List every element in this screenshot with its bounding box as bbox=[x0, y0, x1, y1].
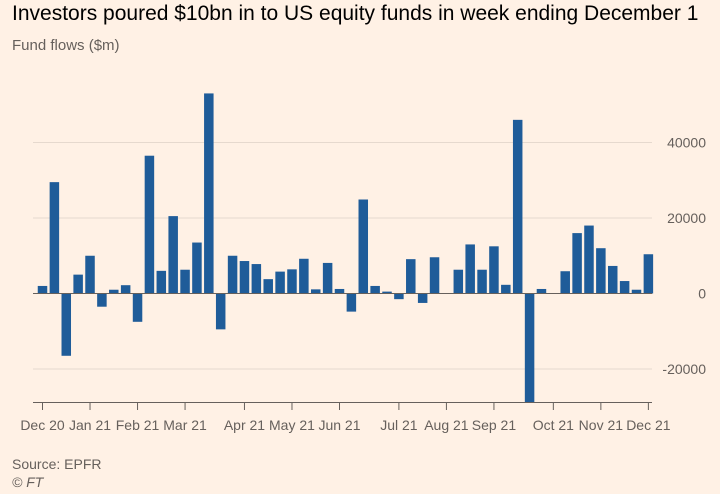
bar bbox=[512, 119, 523, 294]
bar bbox=[85, 255, 95, 294]
x-tick-label: Jan 21 bbox=[69, 417, 111, 433]
x-tick-label: Jul 21 bbox=[380, 417, 418, 433]
bar bbox=[631, 289, 642, 294]
bar bbox=[239, 261, 250, 294]
bar-layer bbox=[37, 93, 654, 403]
bar bbox=[394, 293, 404, 300]
bar bbox=[560, 271, 570, 294]
bar bbox=[275, 271, 285, 294]
bar bbox=[524, 293, 535, 403]
bar bbox=[144, 155, 155, 294]
bar bbox=[61, 293, 72, 356]
bar bbox=[453, 269, 464, 294]
x-tick-label: Nov 21 bbox=[579, 417, 624, 433]
bar bbox=[180, 269, 190, 294]
x-tick-label: Sep 21 bbox=[472, 417, 517, 433]
x-tick-label: Dec 21 bbox=[626, 417, 671, 433]
y-tick-label: 40000 bbox=[667, 135, 706, 151]
bar bbox=[37, 285, 48, 294]
bar bbox=[584, 225, 594, 294]
bar bbox=[465, 244, 475, 294]
bar bbox=[204, 93, 214, 294]
chart-title: Investors poured $10bn in to US equity f… bbox=[12, 2, 699, 25]
x-tick-label: Mar 21 bbox=[163, 417, 207, 433]
x-tick-label: Oct 21 bbox=[533, 417, 574, 433]
bar bbox=[417, 293, 428, 303]
x-tick-label: Jun 21 bbox=[318, 417, 360, 433]
bar bbox=[501, 284, 511, 294]
bar bbox=[156, 270, 167, 294]
bar bbox=[263, 279, 273, 294]
bar bbox=[299, 258, 309, 294]
bar bbox=[109, 289, 119, 294]
bar bbox=[536, 288, 547, 294]
bar bbox=[370, 285, 380, 294]
bar bbox=[215, 293, 226, 330]
bar bbox=[227, 255, 238, 294]
y-tick-label: 20000 bbox=[667, 210, 706, 226]
y-tick-label: -20000 bbox=[662, 361, 706, 377]
bar bbox=[97, 293, 107, 307]
source-note: Source: EPFR bbox=[12, 456, 102, 472]
bar bbox=[643, 254, 654, 294]
x-tick-label: Feb 21 bbox=[116, 417, 160, 433]
bar bbox=[168, 216, 178, 294]
x-tick-label: Apr 21 bbox=[224, 417, 265, 433]
bar bbox=[73, 274, 83, 294]
grid-layer bbox=[33, 142, 652, 370]
bar bbox=[358, 199, 369, 294]
bar bbox=[49, 182, 60, 294]
bar bbox=[596, 248, 606, 294]
x-tick-label: May 21 bbox=[269, 417, 315, 433]
ft-credit: © FT bbox=[12, 474, 44, 490]
bar bbox=[120, 285, 131, 294]
bar bbox=[572, 233, 582, 294]
bar bbox=[489, 246, 499, 294]
bar bbox=[382, 291, 392, 294]
bar bbox=[334, 288, 345, 294]
bar bbox=[132, 293, 143, 322]
bar bbox=[287, 269, 297, 294]
chart-subtitle: Fund flows ($m) bbox=[12, 37, 120, 54]
bar bbox=[322, 262, 333, 294]
bar bbox=[406, 259, 416, 294]
y-axis: -20000 0 20000 40000 bbox=[662, 135, 706, 378]
bar bbox=[192, 242, 202, 294]
bar bbox=[429, 257, 440, 294]
bar bbox=[310, 289, 321, 294]
bar bbox=[619, 281, 630, 294]
x-tick-label: Aug 21 bbox=[424, 417, 469, 433]
x-tick-label: Dec 20 bbox=[20, 417, 65, 433]
bar bbox=[477, 269, 487, 294]
bar bbox=[607, 265, 618, 294]
y-tick-label: 0 bbox=[698, 286, 706, 302]
x-axis: Dec 20 Jan 21 Feb 21 Mar 21 Apr 21 May 21 Jun … bbox=[20, 402, 671, 433]
bar bbox=[251, 264, 262, 294]
bar bbox=[346, 293, 357, 312]
